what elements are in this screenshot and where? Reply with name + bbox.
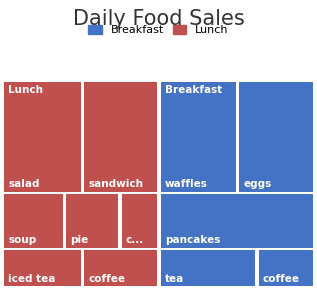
Text: pancakes: pancakes [165, 235, 220, 245]
Bar [4, 194, 62, 248]
Bar [84, 251, 157, 286]
Text: pie: pie [70, 235, 88, 245]
Text: eggs: eggs [243, 179, 272, 189]
Bar [122, 194, 157, 248]
Bar [4, 251, 81, 286]
Text: Breakfast: Breakfast [165, 85, 222, 95]
Bar [161, 251, 255, 286]
Text: soup: soup [9, 235, 37, 245]
Text: iced tea: iced tea [9, 273, 56, 284]
Bar [84, 82, 157, 192]
Text: coffee: coffee [262, 273, 300, 284]
Bar [66, 194, 118, 248]
Text: salad: salad [9, 179, 40, 189]
Text: waffles: waffles [165, 179, 208, 189]
Bar [239, 82, 313, 192]
Text: Daily Food Sales: Daily Food Sales [73, 9, 244, 29]
Legend: Breakfast, Lunch: Breakfast, Lunch [88, 25, 229, 35]
Text: tea: tea [165, 273, 184, 284]
Bar [4, 82, 81, 192]
Text: c...: c... [126, 235, 144, 245]
Bar [259, 251, 313, 286]
Text: coffee: coffee [88, 273, 125, 284]
Text: sandwich: sandwich [88, 179, 143, 189]
Bar [161, 194, 313, 248]
Bar [161, 82, 236, 192]
Text: Lunch: Lunch [9, 85, 43, 95]
